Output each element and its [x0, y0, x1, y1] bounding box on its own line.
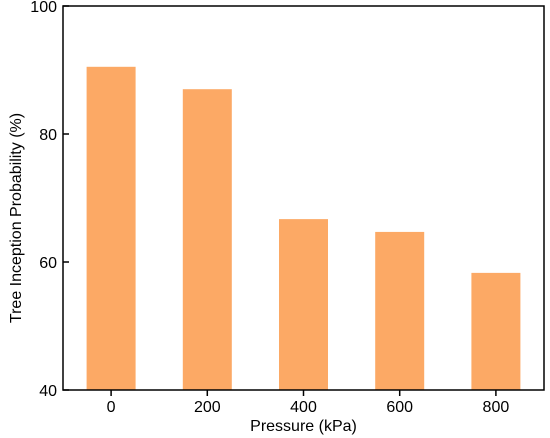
y-tick-label: 100: [30, 0, 57, 16]
bar-0: [86, 66, 136, 391]
y-tick-label: 40: [39, 383, 57, 400]
x-tick-label: 0: [107, 399, 116, 416]
plot-frame: [62, 5, 545, 391]
bar-200: [182, 89, 232, 390]
y-tick-label: 60: [39, 255, 57, 272]
x-tick-label: 600: [386, 399, 413, 416]
bars-group: [86, 66, 521, 391]
x-tick-label: 200: [194, 399, 221, 416]
y-axis-ticks: 40 60 80 100: [30, 0, 69, 400]
y-axis-title: Tree Inception Probability (%): [8, 113, 25, 323]
x-tick-label: 800: [483, 399, 510, 416]
bar-400: [279, 219, 328, 390]
bar-800: [471, 272, 521, 390]
x-axis-ticks: 0 200 400 600 800: [107, 390, 510, 416]
x-axis-title: Pressure (kPa): [250, 418, 357, 435]
y-tick-label: 80: [39, 127, 57, 144]
bar-600: [375, 231, 425, 390]
x-tick-label: 400: [290, 399, 317, 416]
